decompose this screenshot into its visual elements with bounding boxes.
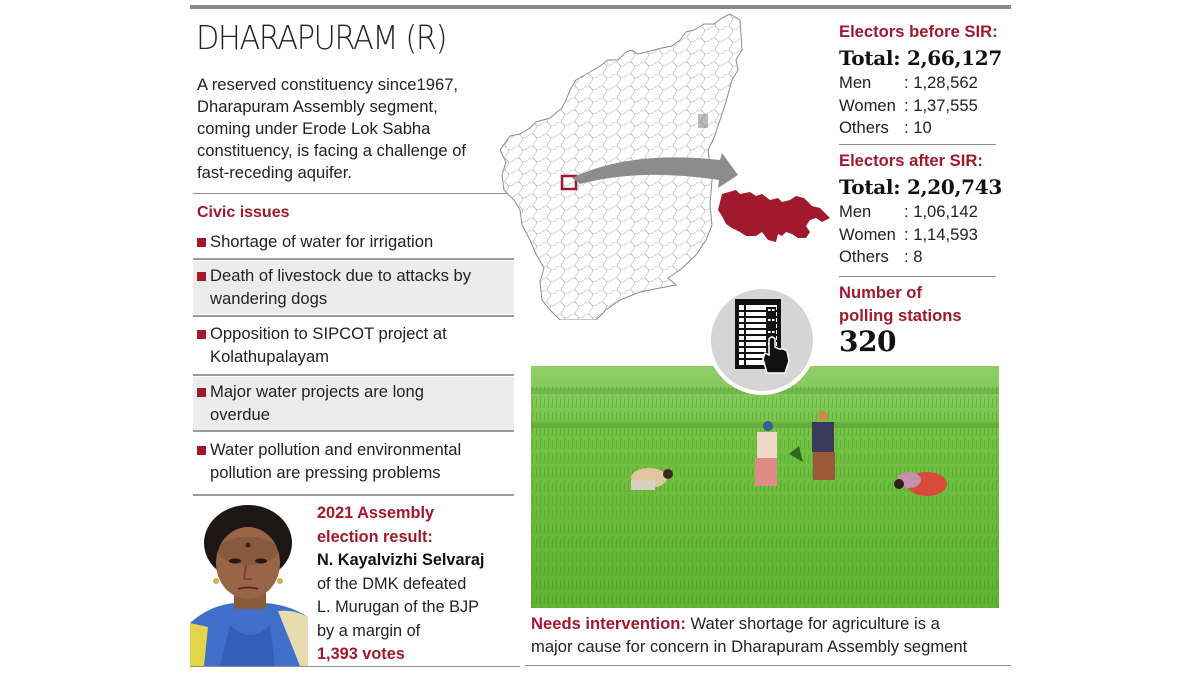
issue-divider [193, 258, 514, 260]
paddy-field-photo [531, 366, 999, 608]
electors-after-total: Total: 2,20,743 [839, 175, 1002, 199]
voting-machine-hand-icon [735, 299, 790, 374]
red-square-bullet-icon [197, 238, 206, 247]
polling-stations-count: 320 [839, 325, 896, 358]
issue-text: Kolathupalayam [210, 346, 330, 366]
election-result: 2021 Assembly election result: N. Kayalv… [317, 502, 517, 667]
electors-after-panel: Electors after SIR: Total: 2,20,743 Men:… [839, 150, 1014, 269]
electors-before-panel: Electors before SIR: Total: 2,66,127 Men… [839, 21, 1014, 140]
issue-text: Water pollution and environmental [210, 440, 462, 459]
field-illustration [531, 366, 999, 608]
civic-issues-heading: Civic issues [197, 204, 290, 221]
constituency-shape [718, 190, 830, 242]
divider [839, 144, 996, 145]
evm-badge [707, 285, 817, 395]
result-text: of the DMK defeated [317, 574, 467, 593]
electors-before-total: Total: 2,66,127 [839, 46, 1002, 70]
row-value: : 8 [904, 247, 923, 266]
intro-line: coming under Erode Lok Sabha [197, 119, 431, 138]
issue-item: Death of livestock due to attacks by wan… [193, 261, 514, 314]
intro-line: constituency, is facing a challenge of [197, 141, 467, 160]
row-label: Men [839, 202, 872, 221]
bottom-divider [190, 666, 520, 667]
caption-text: Water shortage for agriculture is a [685, 614, 940, 633]
result-text: L. Murugan of the BJP [317, 598, 480, 616]
intro-line: Dharapuram Assembly segment, [197, 97, 438, 116]
issue-divider [193, 494, 514, 496]
row-label: Others [839, 118, 889, 137]
margin-votes: 1,393 votes [317, 645, 405, 663]
row-label: Women [839, 224, 896, 244]
page-title: DHARAPURAM (R) [196, 18, 447, 57]
intro-line: A reserved constituency since1967, [197, 75, 459, 94]
issue-text: Major water projects are long [210, 382, 424, 401]
red-square-bullet-icon [197, 330, 206, 339]
issue-text: pollution are pressing problems [210, 462, 441, 482]
electors-row: Others : 8 [839, 246, 1014, 269]
row-value: : 1,37,555 [904, 95, 978, 115]
issue-item: Opposition to SIPCOT project at Kolathup… [193, 320, 514, 372]
electors-row: Others : 10 [839, 117, 1014, 140]
electors-before-heading: Electors before SIR: [839, 22, 998, 41]
caption-highlight: Needs intervention: [531, 614, 686, 633]
candidate-portrait [190, 505, 308, 666]
row-label: Others [839, 247, 889, 266]
red-square-bullet-icon [197, 388, 206, 397]
electors-after-heading: Electors after SIR: [839, 151, 983, 170]
polling-heading-line: polling stations [839, 306, 962, 325]
divider [193, 193, 514, 194]
row-value: : 1,06,142 [904, 202, 978, 221]
issue-text: Opposition to SIPCOT project at [210, 324, 447, 343]
result-heading: 2021 Assembly [317, 504, 435, 522]
winner-name: N. Kayalvizhi Selvaraj [317, 551, 485, 569]
issue-divider [193, 374, 514, 376]
bottom-divider [525, 665, 1011, 666]
red-square-bullet-icon [197, 272, 206, 281]
issue-item: Shortage of water for irrigation [193, 230, 514, 257]
issue-item: Water pollution and environmental pollut… [193, 436, 514, 488]
row-value: : 10 [904, 118, 932, 137]
issue-item: Major water projects are long overdue [193, 377, 514, 430]
divider [839, 276, 996, 277]
issue-text: Shortage of water for irrigation [210, 232, 434, 251]
map-icon [499, 13, 830, 321]
result-text: by a margin of [317, 621, 421, 640]
issue-divider [193, 315, 514, 317]
row-label: Women [839, 95, 896, 115]
electors-row: Men : 1,28,562 [839, 72, 1014, 95]
polling-stations-heading: Number of polling stations [839, 281, 1009, 327]
portrait-illustration [190, 505, 308, 666]
row-value: : 1,14,593 [904, 224, 978, 244]
photo-caption: Needs intervention: Water shortage for a… [531, 612, 1011, 658]
caption-text: major cause for concern in Dharapuram As… [531, 637, 968, 656]
row-value: : 1,28,562 [904, 73, 978, 92]
issue-divider [193, 430, 514, 432]
tamil-nadu-map [499, 10, 840, 321]
row-label: Men [839, 73, 872, 92]
electors-row: Men : 1,06,142 [839, 201, 1014, 224]
issue-text: overdue [210, 404, 270, 424]
electors-row: Women : 1,14,593 [839, 224, 1014, 247]
issue-text: wandering dogs [210, 288, 328, 308]
intro-line: fast-receding aquifer. [197, 163, 352, 182]
electors-row: Women : 1,37,555 [839, 95, 1014, 118]
polling-heading-line: Number of [839, 283, 922, 302]
issue-text: Death of livestock due to attacks by [210, 266, 472, 285]
top-rule [190, 5, 1011, 9]
intro-paragraph: A reserved constituency since1967, Dhara… [197, 74, 517, 184]
result-heading: election result: [317, 527, 433, 546]
red-square-bullet-icon [197, 446, 206, 455]
